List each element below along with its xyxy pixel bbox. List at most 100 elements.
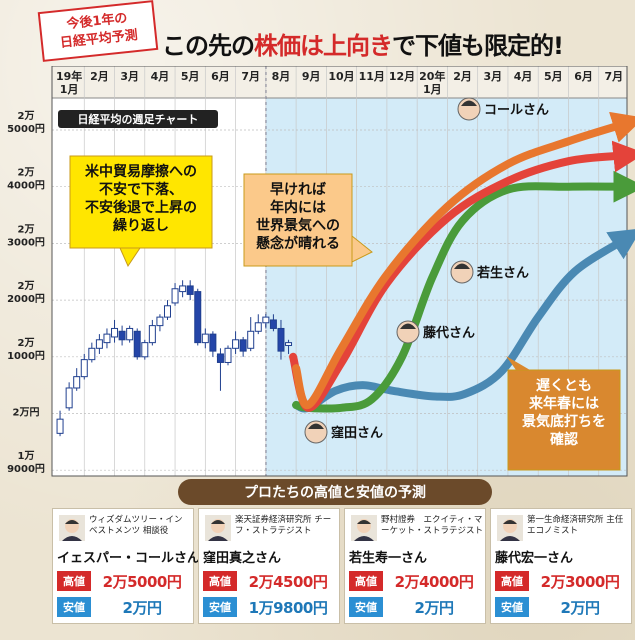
headline: この先の株価は上向きで下値も限定的! (162, 26, 630, 61)
high-value: 2万4000円 (394, 572, 474, 591)
y-tick-label-man: 2万 (18, 223, 35, 235)
headline-highlight: 株価は上向き (254, 32, 393, 60)
annotation-line: 米中貿易摩擦への (85, 163, 197, 180)
x-tick-label: 6月 (211, 70, 230, 83)
candle-up (262, 316, 270, 324)
low-row: 安値 1万9800円 (203, 597, 335, 617)
forecast-line-0 (292, 111, 635, 409)
panel-role: 楽天証券経済研究所 チーフ・ストラテジスト (235, 515, 332, 536)
annotation-pointer (119, 247, 141, 268)
y-tick-label-man: 2万 (18, 280, 35, 292)
annotation-line: 早ければ (270, 182, 326, 198)
y-tick-label: 2000円 (7, 293, 45, 305)
candle-up (156, 316, 164, 327)
chart-title-badge (58, 110, 218, 128)
low-row: 安値 2万円 (57, 597, 189, 617)
hair-icon (454, 263, 470, 269)
low-tag: 安値 (203, 597, 237, 617)
high-row: 高値 2万3000円 (495, 571, 627, 591)
person-label: 窪田さん (331, 425, 383, 441)
annotation-pointer-3 (506, 356, 530, 370)
candle-up (254, 322, 262, 332)
person-fujishiro: 藤代さん (396, 320, 475, 344)
x-tick-label: 19年 (56, 69, 82, 83)
x-tick-label: 5月 (181, 70, 200, 83)
avatar-icon (205, 515, 231, 541)
candle-down (277, 327, 285, 352)
past-region (52, 66, 266, 476)
hair-icon (400, 323, 416, 329)
x-tick-label: 7月 (241, 70, 260, 83)
annotation-line: 懸念が晴れる (256, 235, 340, 252)
low-row: 安値 2万円 (349, 597, 481, 617)
y-tick-label: 3000円 (7, 236, 45, 248)
x-tick-label: 6月 (574, 70, 593, 83)
month-header (52, 66, 627, 98)
low-value: 2万円 (414, 598, 454, 617)
x-tick-label: 7月 (605, 70, 624, 83)
annotation-line: 不安で下落、 (99, 181, 183, 198)
annotation-line: 世界景気への (256, 217, 340, 234)
annotation-line: 年内には (270, 199, 326, 216)
candle-up (56, 418, 64, 434)
low-tag: 安値 (57, 597, 91, 617)
y-tick-label: 1000円 (7, 350, 45, 362)
high-value: 2万4500円 (248, 572, 328, 591)
candle-up (201, 333, 209, 344)
candle-up (111, 327, 119, 338)
headline-part-1: この先の (162, 32, 255, 60)
annotation-line: 景気底打ちを (522, 413, 606, 430)
annotation-line: 来年春には (528, 395, 599, 412)
avatar-icon (59, 515, 85, 541)
hair-icon (461, 100, 477, 106)
x-tick-label: 4月 (514, 70, 533, 83)
annotation-line: 繰り返し (113, 217, 169, 234)
candle-up (95, 339, 103, 349)
chart-area: 19年 1月 2月 3月 4月 5月 6月 7月 8月 9月 10月 11月 12月 20年 1月 2月 3月 4… (0, 65, 635, 486)
candle-up (141, 342, 149, 358)
candle-up (88, 347, 96, 361)
person-kubota: 窪田さん (304, 420, 383, 444)
candle-up (171, 288, 179, 304)
low-tag: 安値 (349, 597, 383, 617)
high-tag: 高値 (57, 571, 91, 591)
y-tick-label-man: 2万 (18, 167, 35, 179)
avatar-icon (351, 515, 377, 541)
x-tick-label: 3月 (483, 70, 502, 83)
candle-up (65, 387, 73, 409)
candle-up (232, 339, 240, 349)
y-tick-label-man: 1万 (18, 450, 35, 462)
candle-up (224, 347, 232, 363)
high-row: 高値 2万4000円 (349, 571, 481, 591)
forecast-line-2 (292, 170, 635, 413)
candle-down (118, 330, 126, 341)
x-tick-label-sub: 1月 (423, 83, 442, 96)
panel-role: 第一生命経済研究所 主任エコノミスト (527, 515, 624, 536)
pro-forecast-title: プロたちの高値と安値の予測 (178, 479, 492, 505)
low-tag: 安値 (495, 597, 529, 617)
panel-role: ウィズダムツリー・インベストメンツ 相談役 (89, 515, 183, 536)
candle-up (103, 333, 111, 344)
high-value: 2万5000円 (102, 572, 182, 591)
candle-up (247, 330, 255, 349)
annotation-line: 遅くとも (536, 378, 592, 394)
person-wakao: 若生さん (450, 260, 529, 284)
x-tick-label-sub: 1月 (60, 83, 79, 96)
candle-down (216, 353, 224, 363)
candle-down (186, 285, 194, 295)
candle-up (126, 327, 134, 341)
plot-frame (51, 65, 628, 477)
x-tick-label: 4月 (151, 70, 170, 83)
annotation-pointer-2 (351, 234, 373, 263)
annotation-line: 確認 (550, 431, 578, 448)
forecast-panel: 第一生命経済研究所 主任エコノミスト 藤代宏一さん 高値 2万3000円 安値 2万円 (490, 508, 632, 624)
x-tick-label: 10月 (328, 70, 354, 83)
headline-part-3: で下値も限定的! (392, 32, 564, 60)
avatar-icon (497, 515, 523, 541)
x-tick-label: 20年 (419, 69, 445, 83)
x-tick-label: 2月 (453, 70, 472, 83)
panel-role: 野村證券 エクイティ・マーケット・ストラテジスト (381, 515, 484, 536)
candle-up (285, 342, 293, 346)
